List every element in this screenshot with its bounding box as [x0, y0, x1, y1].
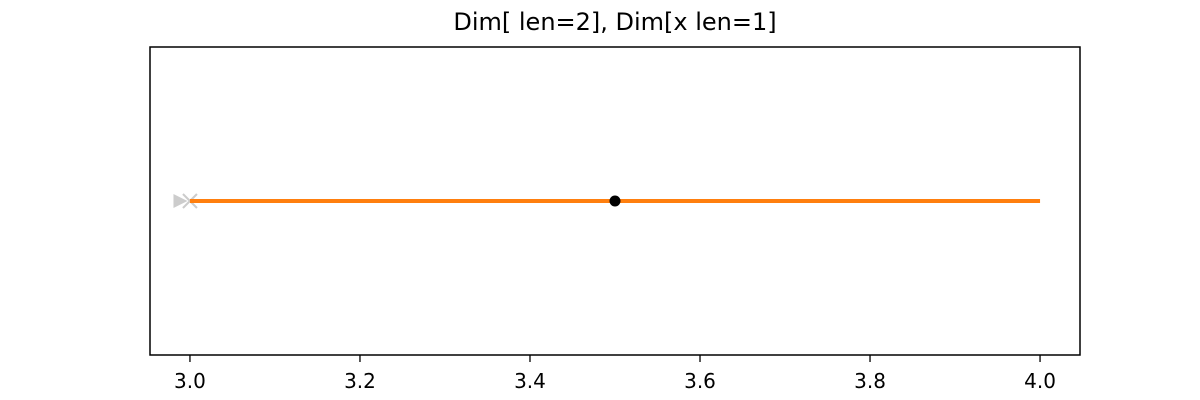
x-tick-label: 3.4	[514, 369, 546, 393]
chart-title: Dim[ len=2], Dim[x len=1]	[453, 8, 776, 36]
axes-frame	[149, 46, 1081, 356]
x-tick-label: 4.0	[1024, 369, 1056, 393]
plot-area	[173, 193, 1041, 209]
x-axis: 3.0 3.2 3.4 3.6 3.8 4.0	[174, 355, 1056, 393]
x-tick-label: 3.6	[684, 369, 716, 393]
point-marker	[609, 195, 621, 207]
x-tick-label: 3.8	[854, 369, 886, 393]
x-tick-label: 3.2	[344, 369, 376, 393]
triangle-marker	[173, 194, 188, 208]
x-tick-label: 3.0	[174, 369, 206, 393]
